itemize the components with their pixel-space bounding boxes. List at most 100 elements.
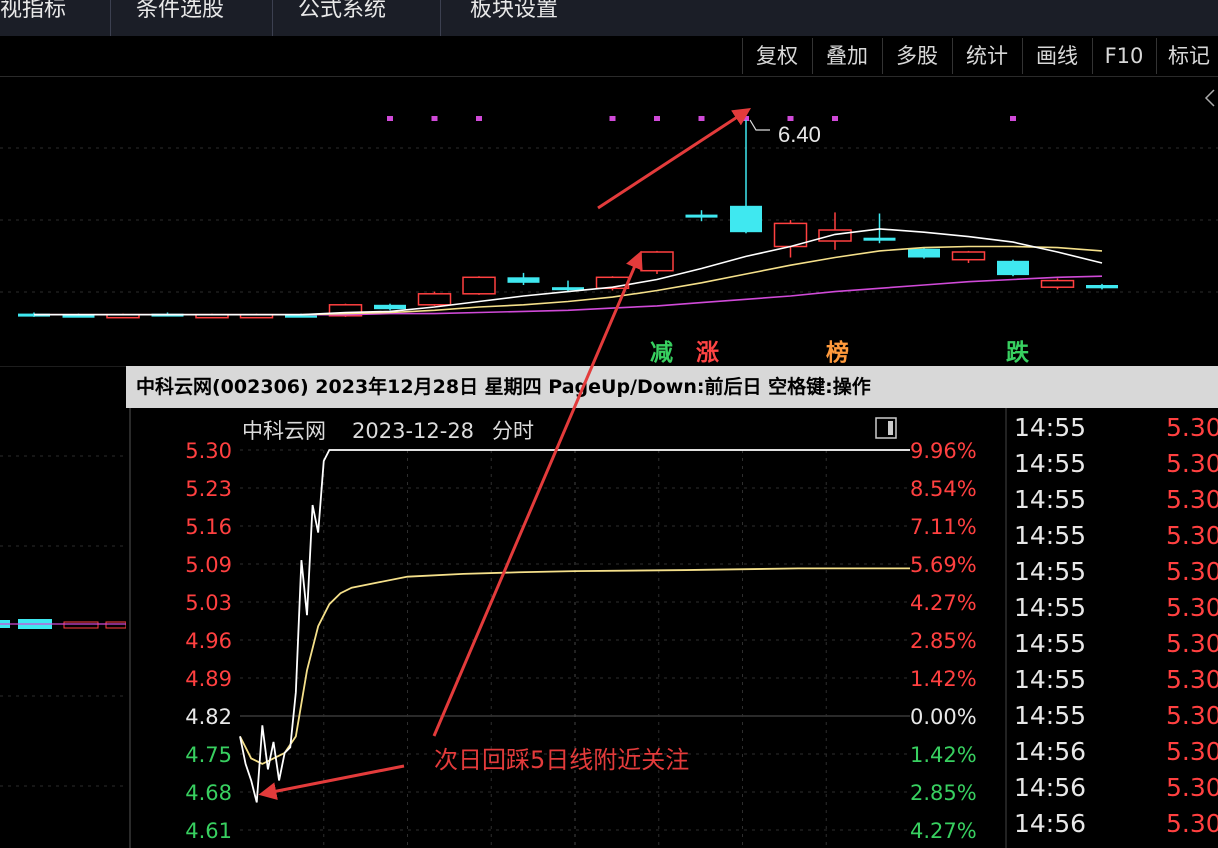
f10-button[interactable]: F10 bbox=[1104, 44, 1144, 68]
signal-label-zhang: 涨 bbox=[696, 340, 719, 366]
tick-time: 14:55 bbox=[1014, 701, 1087, 730]
tick-time: 14:56 bbox=[1014, 737, 1087, 766]
intraday-price-tick: 4.96 bbox=[185, 629, 232, 653]
tick-time: 14:55 bbox=[1014, 593, 1087, 622]
signal-label-die: 跌 bbox=[1006, 340, 1029, 366]
kline-signal-dots bbox=[387, 116, 1016, 121]
strip-bar bbox=[63, 621, 99, 629]
kline-signal-dot bbox=[698, 116, 705, 121]
adjust-button[interactable]: 复权 bbox=[756, 44, 798, 68]
tick-row: 14:55 5.30 bbox=[1010, 518, 1218, 554]
tick-time: 14:56 bbox=[1014, 809, 1087, 838]
tick-price: 5.30 bbox=[1166, 737, 1218, 766]
kline-candle bbox=[685, 210, 718, 222]
kline-candle bbox=[1086, 283, 1118, 290]
kline-candle bbox=[374, 303, 406, 311]
overlay-button[interactable]: 叠加 bbox=[826, 44, 868, 68]
toolbar-separator bbox=[882, 38, 883, 74]
kline-max-marker: 6.40 bbox=[749, 119, 821, 147]
intraday-title-name: 中科云网 bbox=[242, 419, 326, 443]
tick-row: 14:55 5.30 bbox=[1010, 482, 1218, 518]
menu-condition-select[interactable]: 条件选股 bbox=[136, 0, 225, 22]
tick-row: 14:55 5.30 bbox=[1010, 698, 1218, 734]
kline-candle bbox=[1040, 278, 1075, 290]
statistics-button[interactable]: 统计 bbox=[966, 44, 1008, 68]
signal-label-bang: 榜 bbox=[826, 339, 849, 366]
intraday-percent-tick: 0.00% bbox=[910, 705, 977, 729]
kline-candle bbox=[730, 120, 762, 234]
tick-price: 5.30 bbox=[1166, 413, 1218, 442]
toolbar-separator bbox=[742, 38, 743, 74]
strip-bar bbox=[105, 621, 126, 629]
kline-signal-dot bbox=[387, 116, 393, 121]
kline-signal-dot bbox=[431, 116, 438, 121]
intraday-price-tick: 5.03 bbox=[185, 591, 232, 615]
intraday-percent-axis: 9.96% 8.54% 7.11% 5.69% 4.27% 2.85% 1.42% 0.00%… bbox=[910, 439, 977, 843]
toolbar-separator bbox=[1156, 38, 1157, 74]
kline-gridlines bbox=[0, 147, 1218, 293]
kline-candle bbox=[462, 276, 496, 295]
intraday-percent-tick: 2.85% bbox=[910, 629, 977, 653]
menu-sector-settings[interactable]: 板块设置 bbox=[470, 0, 559, 22]
intraday-percent-tick: 5.69% bbox=[910, 553, 977, 577]
intraday-percent-tick: 7.11% bbox=[910, 515, 977, 539]
collapse-chevron-icon[interactable] bbox=[1204, 89, 1215, 107]
tick-row: 14:55 5.30 bbox=[1010, 410, 1218, 446]
kline-candle bbox=[773, 220, 808, 258]
chart-toolbar: 复权 叠加 多股 统计 画线 F10 标记 bbox=[0, 36, 1218, 77]
tick-price: 5.30 bbox=[1166, 521, 1218, 550]
draw-line-button[interactable]: 画线 bbox=[1036, 44, 1078, 68]
tick-row: 14:55 5.30 bbox=[1010, 446, 1218, 482]
tick-time: 14:55 bbox=[1014, 485, 1087, 514]
multi-stock-button[interactable]: 多股 bbox=[896, 44, 938, 68]
kline-candle bbox=[951, 250, 986, 263]
intraday-percent-tick: 8.54% bbox=[910, 477, 977, 501]
intraday-popup[interactable]: 中科云网(002306) 2023年12月28日 星期四 PageUp/Down… bbox=[126, 366, 1218, 848]
signal-label-jian: 减 bbox=[650, 340, 673, 366]
tick-row: 14:55 5.30 bbox=[1010, 590, 1218, 626]
intraday-price-tick: 5.09 bbox=[185, 553, 232, 577]
kline-candle bbox=[640, 250, 674, 274]
menu-separator bbox=[272, 0, 273, 36]
intraday-percent-tick: 1.42% bbox=[910, 667, 977, 691]
kline-candle bbox=[997, 259, 1029, 277]
panel-toggle-icon[interactable] bbox=[875, 417, 897, 439]
intraday-price-axis: 5.30 5.23 5.16 5.09 5.03 4.96 4.89 4.82 4.75 4.68… bbox=[185, 439, 232, 843]
tick-time: 14:55 bbox=[1014, 521, 1087, 550]
tick-price: 5.30 bbox=[1166, 449, 1218, 478]
tick-row: 14:55 5.30 bbox=[1010, 554, 1218, 590]
kline-signal-dot bbox=[654, 116, 660, 121]
tick-time: 14:55 bbox=[1014, 629, 1087, 658]
menu-formula-system[interactable]: 公式系统 bbox=[298, 0, 387, 22]
tick-price: 5.30 bbox=[1166, 701, 1218, 730]
tick-row: 14:56 5.30 bbox=[1010, 734, 1218, 770]
kline-signal-dot bbox=[609, 116, 616, 121]
kline-signal-dot bbox=[476, 116, 482, 121]
toolbar-separator bbox=[812, 38, 813, 74]
volume-panel-strip bbox=[0, 366, 126, 787]
intraday-price-tick: 5.23 bbox=[185, 477, 232, 501]
tick-price: 5.30 bbox=[1166, 665, 1218, 694]
intraday-title-kind: 分时 bbox=[492, 419, 534, 443]
menu-separator bbox=[110, 0, 111, 36]
kline-signal-dot bbox=[1010, 116, 1016, 121]
kline-moving-averages bbox=[34, 228, 1103, 316]
tick-row: 14:56 5.30 bbox=[1010, 806, 1218, 842]
tick-time: 14:55 bbox=[1014, 413, 1087, 442]
kline-candle bbox=[417, 291, 452, 306]
kline-candle bbox=[507, 272, 540, 285]
tick-time: 14:56 bbox=[1014, 773, 1087, 802]
intraday-price-tick: 5.16 bbox=[185, 515, 232, 539]
kline-signal-dot bbox=[832, 116, 838, 121]
tick-price: 5.30 bbox=[1166, 629, 1218, 658]
toolbar-separator bbox=[952, 38, 953, 74]
mark-button[interactable]: 标记 bbox=[1168, 44, 1210, 68]
menu-indicators[interactable]: 视指标 bbox=[0, 0, 67, 22]
tick-price: 5.30 bbox=[1166, 485, 1218, 514]
intraday-percent-tick: 9.96% bbox=[910, 439, 977, 463]
intraday-percent-tick: 4.27% bbox=[910, 591, 977, 615]
popup-title-bar[interactable]: 中科云网(002306) 2023年12月28日 星期四 PageUp/Down… bbox=[126, 366, 1218, 408]
kline-chart[interactable]: 6.40 减 涨 榜 跌 bbox=[0, 76, 1218, 366]
top-menu-bar: 视指标 条件选股 公式系统 板块设置 bbox=[0, 0, 1218, 36]
intraday-price-tick: 4.82 bbox=[185, 705, 232, 729]
